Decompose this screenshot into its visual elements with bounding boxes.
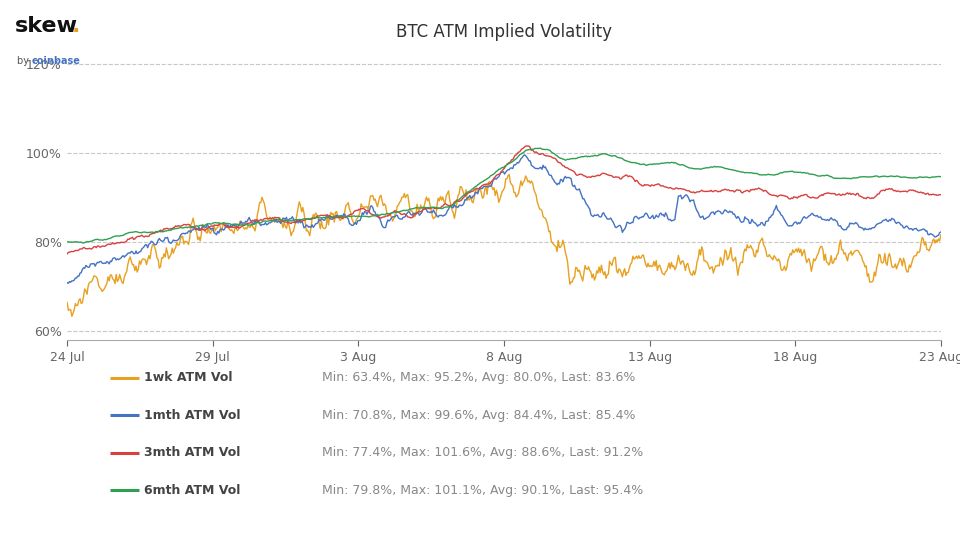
- Text: 1mth ATM Vol: 1mth ATM Vol: [144, 409, 241, 422]
- Text: Min: 63.4%, Max: 95.2%, Avg: 80.0%, Last: 83.6%: Min: 63.4%, Max: 95.2%, Avg: 80.0%, Last…: [322, 371, 635, 384]
- Text: by: by: [17, 56, 33, 66]
- Text: 3mth ATM Vol: 3mth ATM Vol: [144, 446, 240, 459]
- Text: Min: 77.4%, Max: 101.6%, Avg: 88.6%, Last: 91.2%: Min: 77.4%, Max: 101.6%, Avg: 88.6%, Las…: [322, 446, 643, 459]
- Text: 1wk ATM Vol: 1wk ATM Vol: [144, 371, 232, 384]
- Text: .: .: [72, 16, 81, 36]
- Title: BTC ATM Implied Volatility: BTC ATM Implied Volatility: [396, 23, 612, 41]
- Text: skew: skew: [14, 16, 78, 36]
- Text: Min: 79.8%, Max: 101.1%, Avg: 90.1%, Last: 95.4%: Min: 79.8%, Max: 101.1%, Avg: 90.1%, Las…: [322, 484, 643, 497]
- Text: Min: 70.8%, Max: 99.6%, Avg: 84.4%, Last: 85.4%: Min: 70.8%, Max: 99.6%, Avg: 84.4%, Last…: [322, 409, 636, 422]
- Text: coinbase: coinbase: [32, 56, 81, 66]
- Text: 6mth ATM Vol: 6mth ATM Vol: [144, 484, 240, 497]
